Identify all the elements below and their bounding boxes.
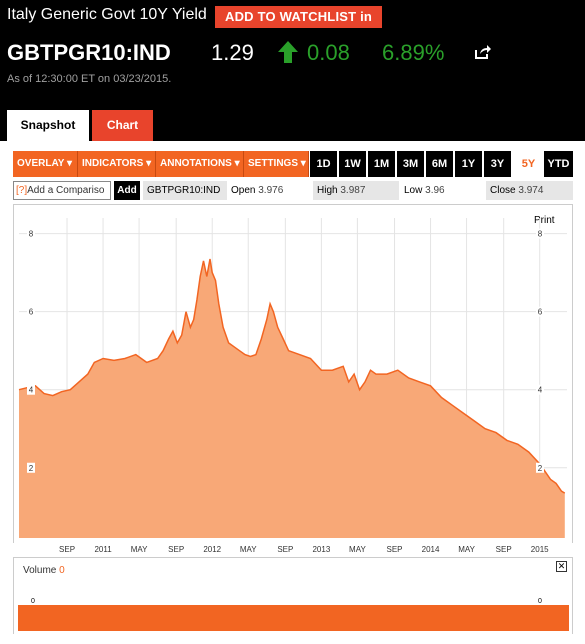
help-icon[interactable]: [?] [16, 185, 28, 196]
annotations-menu[interactable]: ANNOTATIONS ▾ [156, 151, 244, 177]
x-tick-label: 2014 [422, 545, 440, 554]
overlay-menu[interactable]: OVERLAY ▾ [13, 151, 78, 177]
x-tick-label: SEP [59, 545, 75, 554]
x-tick-label: 2011 [94, 545, 112, 554]
x-tick-label: 2013 [312, 545, 330, 554]
up-arrow-icon [278, 41, 298, 63]
indicators-menu[interactable]: INDICATORS ▾ [78, 151, 156, 177]
x-tick-label: 2012 [203, 545, 221, 554]
x-tick-label: MAY [240, 545, 257, 554]
x-tick-label: MAY [131, 545, 148, 554]
symbol-cell: GBTPGR10:IND [143, 181, 227, 200]
volume-panel [13, 557, 573, 634]
high-cell: High 3.987 [313, 181, 399, 200]
x-tick-label: 2015 [531, 545, 549, 554]
volume-tick-left: 0 [30, 598, 36, 605]
range-1d[interactable]: 1D [310, 151, 337, 177]
ticker-symbol: GBTPGR10:IND [7, 40, 171, 65]
as-of-timestamp: As of 12:30:00 ET on 03/23/2015. [7, 73, 172, 85]
volume-tick-right: 0 [537, 598, 543, 605]
range-1y[interactable]: 1Y [455, 151, 482, 177]
x-tick-label: SEP [496, 545, 512, 554]
tab-chart[interactable]: Chart [92, 110, 153, 141]
x-tick-label: MAY [458, 545, 475, 554]
last-price: 1.29 [211, 40, 254, 65]
range-1m[interactable]: 1M [368, 151, 395, 177]
x-tick-label: MAY [349, 545, 366, 554]
volume-label: Volume 0 [23, 565, 65, 576]
print-link[interactable]: Print [534, 215, 555, 226]
security-title: Italy Generic Govt 10Y Yield [7, 6, 207, 23]
range-3m[interactable]: 3M [397, 151, 424, 177]
add-compare-button[interactable]: Add [114, 181, 140, 200]
close-icon[interactable]: ✕ [556, 561, 567, 572]
volume-bar [18, 605, 569, 631]
low-cell: Low 3.96 [404, 185, 445, 196]
x-tick-label: SEP [168, 545, 184, 554]
range-1w[interactable]: 1W [339, 151, 366, 177]
compare-input[interactable]: [?]Add a Compariso [13, 181, 111, 200]
x-tick-label: SEP [277, 545, 293, 554]
share-icon[interactable] [474, 44, 492, 60]
chart-frame [13, 204, 573, 543]
range-ytd[interactable]: YTD [544, 151, 573, 177]
settings-menu[interactable]: SETTINGS ▾ [244, 151, 309, 177]
open-cell: Open 3.976 [231, 185, 284, 196]
quote-header: Italy Generic Govt 10Y Yield ADD TO WATC… [0, 0, 585, 141]
price-change-percent: 6.89% [382, 40, 445, 65]
range-3y[interactable]: 3Y [484, 151, 511, 177]
add-to-watchlist-button[interactable]: ADD TO WATCHLIST in [215, 6, 383, 28]
close-cell: Close 3.974 [486, 181, 573, 200]
range-6m[interactable]: 6M [426, 151, 453, 177]
price-change: 0.08 [307, 40, 350, 65]
tab-snapshot[interactable]: Snapshot [7, 110, 89, 141]
x-tick-label: SEP [387, 545, 403, 554]
range-5y[interactable]: 5Y [515, 151, 542, 177]
